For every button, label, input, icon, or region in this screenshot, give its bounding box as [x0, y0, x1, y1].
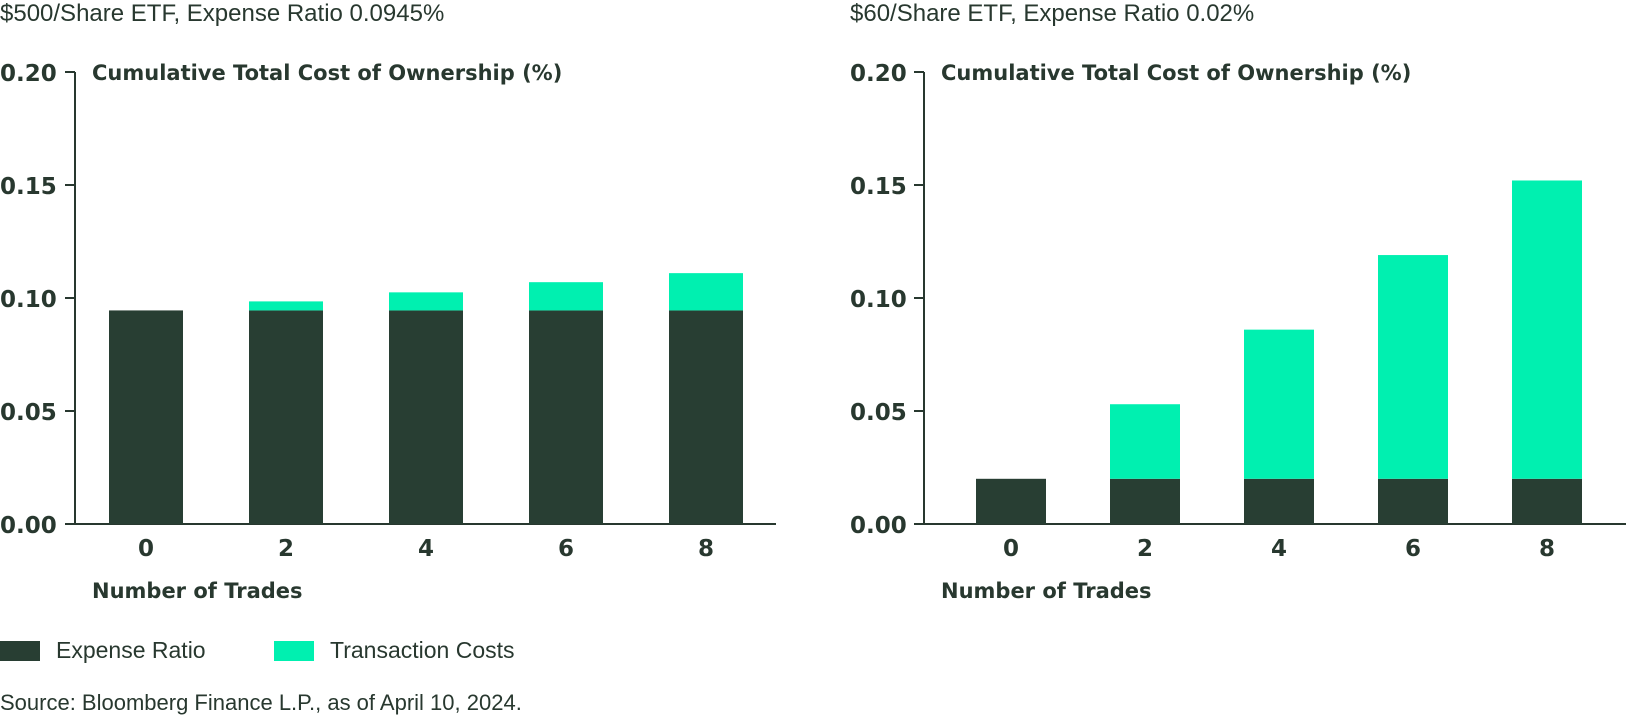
right-inner-title: Cumulative Total Cost of Ownership (%) [941, 61, 1411, 85]
left-bar-transaction-costs-2 [249, 301, 323, 311]
left-bar-expense-ratio-6 [529, 310, 603, 524]
right-bar-transaction-costs-4 [1244, 329, 1314, 479]
left-panel-title: $500/Share ETF, Expense Ratio 0.0945% [0, 0, 445, 27]
legend-item-transaction-costs: Transaction Costs [274, 637, 515, 664]
left-inner-title: Cumulative Total Cost of Ownership (%) [92, 61, 562, 85]
left-bar-expense-ratio-2 [249, 310, 323, 524]
right-x-tick-label: 2 [1137, 536, 1153, 562]
right-bar-expense-ratio-8 [1512, 478, 1582, 524]
legend-swatch-expense-ratio [0, 640, 40, 661]
right-x-tick-label: 6 [1405, 536, 1421, 562]
legend-label-transaction-costs: Transaction Costs [330, 637, 515, 663]
legend-item-expense-ratio: Expense Ratio [0, 637, 206, 664]
right-x-tick-label: 4 [1271, 536, 1287, 562]
left-y-tick-label: 0.00 [0, 513, 57, 539]
right-y-tick-label: 0.20 [850, 61, 907, 87]
left-y-tick-label: 0.10 [0, 287, 57, 313]
legend-swatch-transaction-costs [274, 640, 314, 661]
right-bar-transaction-costs-8 [1512, 180, 1582, 479]
left-bar-expense-ratio-4 [389, 310, 463, 524]
left-x-tick-label: 6 [558, 536, 574, 562]
right-bar-transaction-costs-6 [1378, 255, 1448, 479]
right-y-tick-label: 0.05 [850, 400, 907, 426]
left-bar-expense-ratio-8 [669, 310, 743, 524]
left-x-tick-label: 4 [418, 536, 434, 562]
left-bar-transaction-costs-8 [669, 273, 743, 311]
left-bar-transaction-costs-6 [529, 282, 603, 311]
left-y-tick-label: 0.15 [0, 174, 57, 200]
right-panel-title: $60/Share ETF, Expense Ratio 0.02% [850, 0, 1255, 27]
left-x-tick-label: 8 [698, 536, 714, 562]
right-x-tick-label: 8 [1539, 536, 1555, 562]
right-y-tick-label: 0.10 [850, 287, 907, 313]
right-bar-transaction-costs-2 [1110, 404, 1180, 479]
right-x-axis-label: Number of Trades [941, 579, 1152, 603]
right-x-tick-label: 0 [1003, 536, 1019, 562]
right-bar-expense-ratio-4 [1244, 478, 1314, 524]
left-x-tick-label: 2 [278, 536, 294, 562]
left-bar-expense-ratio-0 [109, 310, 183, 524]
right-bar-expense-ratio-0 [976, 478, 1046, 524]
right-bar-expense-ratio-2 [1110, 478, 1180, 524]
left-y-tick-label: 0.20 [0, 61, 57, 87]
right-y-tick-label: 0.15 [850, 174, 907, 200]
source-note: Source: Bloomberg Finance L.P., as of Ap… [0, 690, 522, 715]
left-x-tick-label: 0 [138, 536, 154, 562]
right-bar-expense-ratio-6 [1378, 478, 1448, 524]
right-y-tick-label: 0.00 [850, 513, 907, 539]
legend-label-expense-ratio: Expense Ratio [56, 637, 206, 663]
left-bar-transaction-costs-4 [389, 292, 463, 311]
left-x-axis-label: Number of Trades [92, 579, 303, 603]
left-y-tick-label: 0.05 [0, 400, 57, 426]
